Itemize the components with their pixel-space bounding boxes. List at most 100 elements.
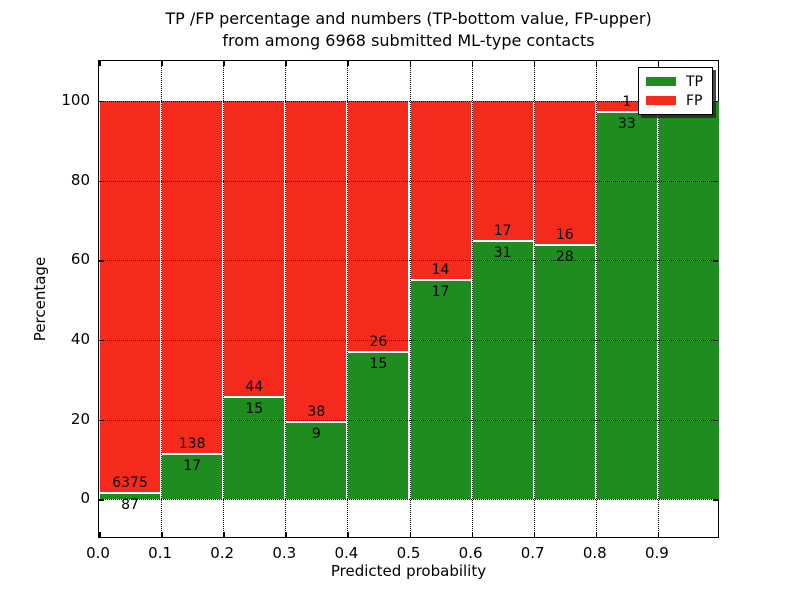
fp-count-label: 6375	[112, 474, 148, 491]
legend-label-tp: TP	[686, 73, 703, 90]
x-tick-mark-top	[657, 61, 660, 66]
legend: TP FP	[638, 67, 713, 115]
fp-count-label: 1	[622, 93, 632, 110]
legend-item-tp: TP	[646, 73, 703, 90]
x-tick-label: 0.2	[210, 544, 235, 562]
h-gridline	[99, 339, 718, 341]
fp-bar-segment	[472, 100, 533, 240]
y-tick-mark-left	[99, 339, 104, 342]
h-gridline	[99, 499, 718, 501]
h-gridline	[99, 260, 718, 262]
x-tick-mark-top	[99, 61, 101, 66]
v-gridline	[595, 61, 597, 537]
y-tick-label: 60	[70, 250, 90, 269]
tp-count-label: 15	[369, 356, 388, 373]
fp-count-label: 26	[369, 334, 388, 351]
x-tick-mark-bottom	[595, 532, 598, 537]
y-tick-mark-left	[99, 260, 104, 262]
x-tick-mark-bottom	[347, 532, 349, 537]
tp-bar-segment	[286, 422, 347, 500]
y-tick-mark-right	[713, 100, 718, 103]
fp-count-label: 14	[431, 261, 450, 278]
x-tick-mark-top	[409, 61, 411, 66]
fp-legend-swatch-icon	[646, 96, 676, 105]
v-gridline	[657, 61, 659, 537]
fp-bar-segment	[534, 100, 595, 244]
fp-bar-segment	[224, 100, 285, 396]
y-tick-mark-right	[713, 339, 718, 342]
y-tick-mark-right	[713, 180, 718, 182]
x-tick-label: 0.3	[272, 544, 297, 562]
tp-bar-segment	[534, 245, 595, 500]
x-tick-mark-bottom	[533, 532, 536, 537]
v-gridline	[533, 61, 535, 537]
x-tick-label: 0.7	[520, 544, 545, 562]
y-tick-mark-left	[99, 100, 104, 103]
x-tick-mark-bottom	[657, 532, 660, 537]
fp-count-label: 44	[245, 378, 264, 395]
tp-bar-segment	[658, 100, 719, 500]
tp-bar-segment	[100, 493, 161, 500]
fp-bar-segment	[100, 100, 161, 492]
fp-bar-segment	[348, 100, 409, 352]
tp-count-label: 17	[183, 458, 202, 475]
v-gridline	[223, 61, 225, 537]
fp-count-label: 138	[178, 436, 206, 453]
x-tick-mark-top	[471, 61, 474, 66]
tp-count-label: 33	[617, 115, 636, 132]
tp-bar-segment	[162, 455, 223, 500]
y-tick-mark-left	[99, 499, 104, 501]
tp-count-label: 9	[311, 425, 321, 442]
x-tick-mark-bottom	[285, 532, 287, 537]
x-tick-label: 0.9	[644, 544, 669, 562]
v-gridline	[285, 61, 287, 537]
x-tick-mark-top	[595, 61, 598, 66]
h-gridline	[99, 419, 718, 421]
tp-bar-segment	[596, 112, 657, 500]
tp-count-label: 28	[555, 248, 574, 265]
tp-count-label: 31	[493, 244, 512, 261]
x-tick-label: 0.5	[396, 544, 421, 562]
x-tick-label: 0.1	[148, 544, 173, 562]
fp-count-label: 38	[307, 403, 326, 420]
y-tick-mark-right	[713, 260, 718, 262]
y-tick-label: 80	[70, 170, 90, 189]
y-tick-label: 20	[70, 409, 90, 428]
chart-title-line-2: from among 6968 submitted ML-type contac…	[222, 31, 595, 50]
v-gridline	[471, 61, 473, 537]
h-gridline	[99, 180, 718, 182]
tp-count-label: 15	[245, 400, 264, 417]
y-tick-label: 40	[70, 329, 90, 348]
x-tick-mark-bottom	[409, 532, 411, 537]
x-tick-label: 0.6	[458, 544, 483, 562]
chart-title: TP /FP percentage and numbers (TP-bottom…	[98, 8, 719, 52]
tp-count-label: 17	[431, 283, 450, 300]
y-tick-mark-left	[99, 180, 104, 182]
x-tick-mark-bottom	[161, 532, 163, 537]
tp-bar-segment	[348, 353, 409, 500]
x-tick-mark-bottom	[99, 532, 101, 537]
tp-count-label: 87	[121, 496, 139, 513]
x-tick-label: 0.4	[334, 544, 359, 562]
y-axis-label: Percentage	[31, 256, 49, 342]
x-tick-mark-top	[161, 61, 163, 66]
y-tick-mark-right	[713, 499, 718, 501]
v-gridline	[161, 61, 163, 537]
x-tick-label: 0.0	[86, 544, 110, 562]
fp-count-label: 17	[493, 222, 512, 239]
y-tick-label: 100	[61, 90, 90, 109]
h-gridline	[99, 100, 718, 102]
x-tick-mark-bottom	[471, 532, 474, 537]
fp-count-label: 16	[555, 226, 574, 243]
v-gridline	[409, 61, 411, 537]
x-tick-mark-top	[285, 61, 287, 66]
x-tick-label: 0.8	[582, 544, 607, 562]
y-tick-mark-right	[713, 419, 718, 421]
y-tick-label: 0	[80, 489, 90, 508]
fp-bar-segment	[162, 100, 223, 454]
x-axis-label: Predicted probability	[330, 562, 487, 580]
x-tick-mark-top	[347, 61, 349, 66]
y-tick-mark-left	[99, 419, 104, 421]
tp-bar-segment	[472, 241, 533, 500]
tp-legend-swatch-icon	[646, 77, 676, 86]
